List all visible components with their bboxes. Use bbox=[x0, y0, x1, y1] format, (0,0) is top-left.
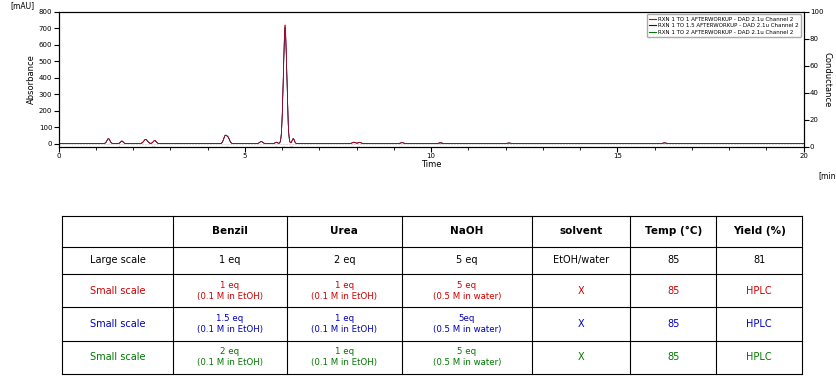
Text: 5.44: 5.44 bbox=[259, 144, 263, 154]
RXN 1 TO 1.5 AFTERWORKUP - DAD 2.1u Channel 2 bbox=[280, 25, 290, 30]
RXN 1 TO 2 AFTERWORKUP - DAD 2.1u Channel 2 bbox=[798, 141, 808, 146]
Text: 85: 85 bbox=[666, 256, 679, 266]
Text: 1 eq
(0.1 M in EtOH): 1 eq (0.1 M in EtOH) bbox=[196, 281, 263, 301]
RXN 1 TO 1.5 AFTERWORKUP - DAD 2.1u Channel 2 bbox=[494, 141, 504, 146]
Text: 5 eq
(0.5 M in water): 5 eq (0.5 M in water) bbox=[432, 281, 501, 301]
Text: 13.08: 13.08 bbox=[543, 144, 547, 157]
Text: X: X bbox=[578, 319, 584, 329]
RXN 1 TO 1 AFTERWORKUP - DAD 2.1u Channel 2 bbox=[54, 141, 64, 146]
Text: 4.47: 4.47 bbox=[223, 144, 227, 154]
Text: 1 eq
(0.1 M in EtOH): 1 eq (0.1 M in EtOH) bbox=[311, 347, 377, 367]
RXN 1 TO 2 AFTERWORKUP - DAD 2.1u Channel 2 bbox=[280, 27, 290, 32]
Text: 13.57: 13.57 bbox=[561, 144, 565, 157]
Legend: RXN 1 TO 1 AFTERWORKUP - DAD 2.1u Channel 2, RXN 1 TO 1.5 AFTERWORKUP - DAD 2.1u: RXN 1 TO 1 AFTERWORKUP - DAD 2.1u Channe… bbox=[646, 14, 800, 37]
RXN 1 TO 2 AFTERWORKUP - DAD 2.1u Channel 2 bbox=[527, 141, 537, 146]
Text: 5 eq: 5 eq bbox=[456, 256, 477, 266]
RXN 1 TO 1.5 AFTERWORKUP - DAD 2.1u Channel 2 bbox=[798, 141, 808, 146]
Text: 6.3: 6.3 bbox=[291, 144, 295, 151]
Text: Yield (%): Yield (%) bbox=[732, 226, 785, 236]
Text: 81: 81 bbox=[752, 256, 764, 266]
Text: 2.34: 2.34 bbox=[144, 144, 147, 154]
RXN 1 TO 1 AFTERWORKUP - DAD 2.1u Channel 2 bbox=[323, 141, 333, 146]
Text: 13.68: 13.68 bbox=[565, 144, 569, 157]
RXN 1 TO 2 AFTERWORKUP - DAD 2.1u Channel 2 bbox=[323, 141, 333, 146]
RXN 1 TO 2 AFTERWORKUP - DAD 2.1u Channel 2 bbox=[91, 141, 101, 146]
RXN 1 TO 1 AFTERWORKUP - DAD 2.1u Channel 2 bbox=[605, 141, 615, 146]
Line: RXN 1 TO 1.5 AFTERWORKUP - DAD 2.1u Channel 2: RXN 1 TO 1.5 AFTERWORKUP - DAD 2.1u Chan… bbox=[59, 27, 803, 144]
Text: 13.17: 13.17 bbox=[547, 144, 550, 157]
Text: 16.27: 16.27 bbox=[662, 144, 665, 157]
RXN 1 TO 1 AFTERWORKUP - DAD 2.1u Channel 2 bbox=[527, 141, 537, 146]
Text: Benzil: Benzil bbox=[212, 226, 247, 236]
Y-axis label: Absorbance: Absorbance bbox=[27, 54, 36, 104]
Text: HPLC: HPLC bbox=[746, 352, 771, 362]
Text: 1.34: 1.34 bbox=[106, 144, 110, 154]
Text: Small scale: Small scale bbox=[89, 352, 145, 362]
Line: RXN 1 TO 2 AFTERWORKUP - DAD 2.1u Channel 2: RXN 1 TO 2 AFTERWORKUP - DAD 2.1u Channe… bbox=[59, 30, 803, 144]
RXN 1 TO 2 AFTERWORKUP - DAD 2.1u Channel 2 bbox=[494, 141, 504, 146]
Text: 85: 85 bbox=[666, 319, 679, 329]
RXN 1 TO 1 AFTERWORKUP - DAD 2.1u Channel 2 bbox=[494, 141, 504, 146]
Text: Temp (°C): Temp (°C) bbox=[644, 226, 701, 236]
Text: 2 eq
(0.1 M in EtOH): 2 eq (0.1 M in EtOH) bbox=[196, 347, 263, 367]
Text: EtOH/water: EtOH/water bbox=[553, 256, 609, 266]
RXN 1 TO 2 AFTERWORKUP - DAD 2.1u Channel 2 bbox=[54, 141, 64, 146]
Text: solvent: solvent bbox=[559, 226, 602, 236]
Text: 5.85: 5.85 bbox=[274, 144, 278, 154]
Text: 85: 85 bbox=[666, 352, 679, 362]
RXN 1 TO 1.5 AFTERWORKUP - DAD 2.1u Channel 2 bbox=[323, 141, 333, 146]
Text: 5eq
(0.5 M in water): 5eq (0.5 M in water) bbox=[432, 314, 501, 334]
RXN 1 TO 1.5 AFTERWORKUP - DAD 2.1u Channel 2 bbox=[645, 141, 655, 146]
Text: 2 eq: 2 eq bbox=[334, 256, 354, 266]
Text: 85: 85 bbox=[666, 286, 679, 296]
RXN 1 TO 1 AFTERWORKUP - DAD 2.1u Channel 2 bbox=[280, 22, 290, 27]
RXN 1 TO 2 AFTERWORKUP - DAD 2.1u Channel 2 bbox=[605, 141, 615, 146]
RXN 1 TO 2 AFTERWORKUP - DAD 2.1u Channel 2 bbox=[645, 141, 655, 146]
Text: 8.08: 8.08 bbox=[357, 144, 361, 154]
RXN 1 TO 1 AFTERWORKUP - DAD 2.1u Channel 2 bbox=[798, 141, 808, 146]
Text: 4.55: 4.55 bbox=[226, 144, 230, 154]
Text: [min]: [min] bbox=[818, 171, 836, 180]
Text: HPLC: HPLC bbox=[746, 286, 771, 296]
Text: X: X bbox=[578, 286, 584, 296]
Text: Large scale: Large scale bbox=[89, 256, 145, 266]
Text: [mAU]: [mAU] bbox=[10, 1, 34, 10]
RXN 1 TO 1.5 AFTERWORKUP - DAD 2.1u Channel 2 bbox=[402, 141, 412, 146]
Text: 9.22: 9.22 bbox=[400, 144, 404, 154]
Text: 10.25: 10.25 bbox=[438, 144, 442, 157]
Text: 1.5 eq
(0.1 M in EtOH): 1.5 eq (0.1 M in EtOH) bbox=[196, 314, 263, 334]
Text: 5 eq
(0.5 M in water): 5 eq (0.5 M in water) bbox=[432, 347, 501, 367]
Text: Small scale: Small scale bbox=[89, 319, 145, 329]
RXN 1 TO 1.5 AFTERWORKUP - DAD 2.1u Channel 2 bbox=[527, 141, 537, 146]
Text: 12.09: 12.09 bbox=[507, 144, 510, 157]
Text: NaOH: NaOH bbox=[450, 226, 483, 236]
Text: X: X bbox=[578, 352, 584, 362]
Text: 12.98: 12.98 bbox=[539, 144, 543, 157]
RXN 1 TO 1.5 AFTERWORKUP - DAD 2.1u Channel 2 bbox=[605, 141, 615, 146]
RXN 1 TO 2 AFTERWORKUP - DAD 2.1u Channel 2 bbox=[402, 141, 412, 146]
RXN 1 TO 1 AFTERWORKUP - DAD 2.1u Channel 2 bbox=[645, 141, 655, 146]
Line: RXN 1 TO 1 AFTERWORKUP - DAD 2.1u Channel 2: RXN 1 TO 1 AFTERWORKUP - DAD 2.1u Channe… bbox=[59, 25, 803, 144]
RXN 1 TO 1 AFTERWORKUP - DAD 2.1u Channel 2 bbox=[91, 141, 101, 146]
Text: HPLC: HPLC bbox=[746, 319, 771, 329]
Text: 1.7: 1.7 bbox=[120, 144, 124, 151]
RXN 1 TO 1.5 AFTERWORKUP - DAD 2.1u Channel 2 bbox=[91, 141, 101, 146]
Text: 14.15: 14.15 bbox=[583, 144, 587, 157]
Text: 1 eq: 1 eq bbox=[219, 256, 240, 266]
Text: 18.03: 18.03 bbox=[727, 144, 732, 157]
Text: 19.06: 19.06 bbox=[766, 144, 770, 157]
Text: 13.06: 13.06 bbox=[543, 144, 547, 157]
X-axis label: Time: Time bbox=[421, 161, 441, 169]
Text: 1 eq
(0.1 M in EtOH): 1 eq (0.1 M in EtOH) bbox=[311, 281, 377, 301]
RXN 1 TO 1 AFTERWORKUP - DAD 2.1u Channel 2 bbox=[402, 141, 412, 146]
Text: 1 eq
(0.1 M in EtOH): 1 eq (0.1 M in EtOH) bbox=[311, 314, 377, 334]
Text: Small scale: Small scale bbox=[89, 286, 145, 296]
Text: 14.47: 14.47 bbox=[595, 144, 599, 157]
Text: 6.08: 6.08 bbox=[283, 144, 287, 154]
Text: 2.58: 2.58 bbox=[152, 144, 156, 154]
RXN 1 TO 1.5 AFTERWORKUP - DAD 2.1u Channel 2 bbox=[54, 141, 64, 146]
Text: Urea: Urea bbox=[330, 226, 358, 236]
Text: 7.93: 7.93 bbox=[351, 144, 355, 154]
Y-axis label: Conductance: Conductance bbox=[822, 51, 831, 107]
